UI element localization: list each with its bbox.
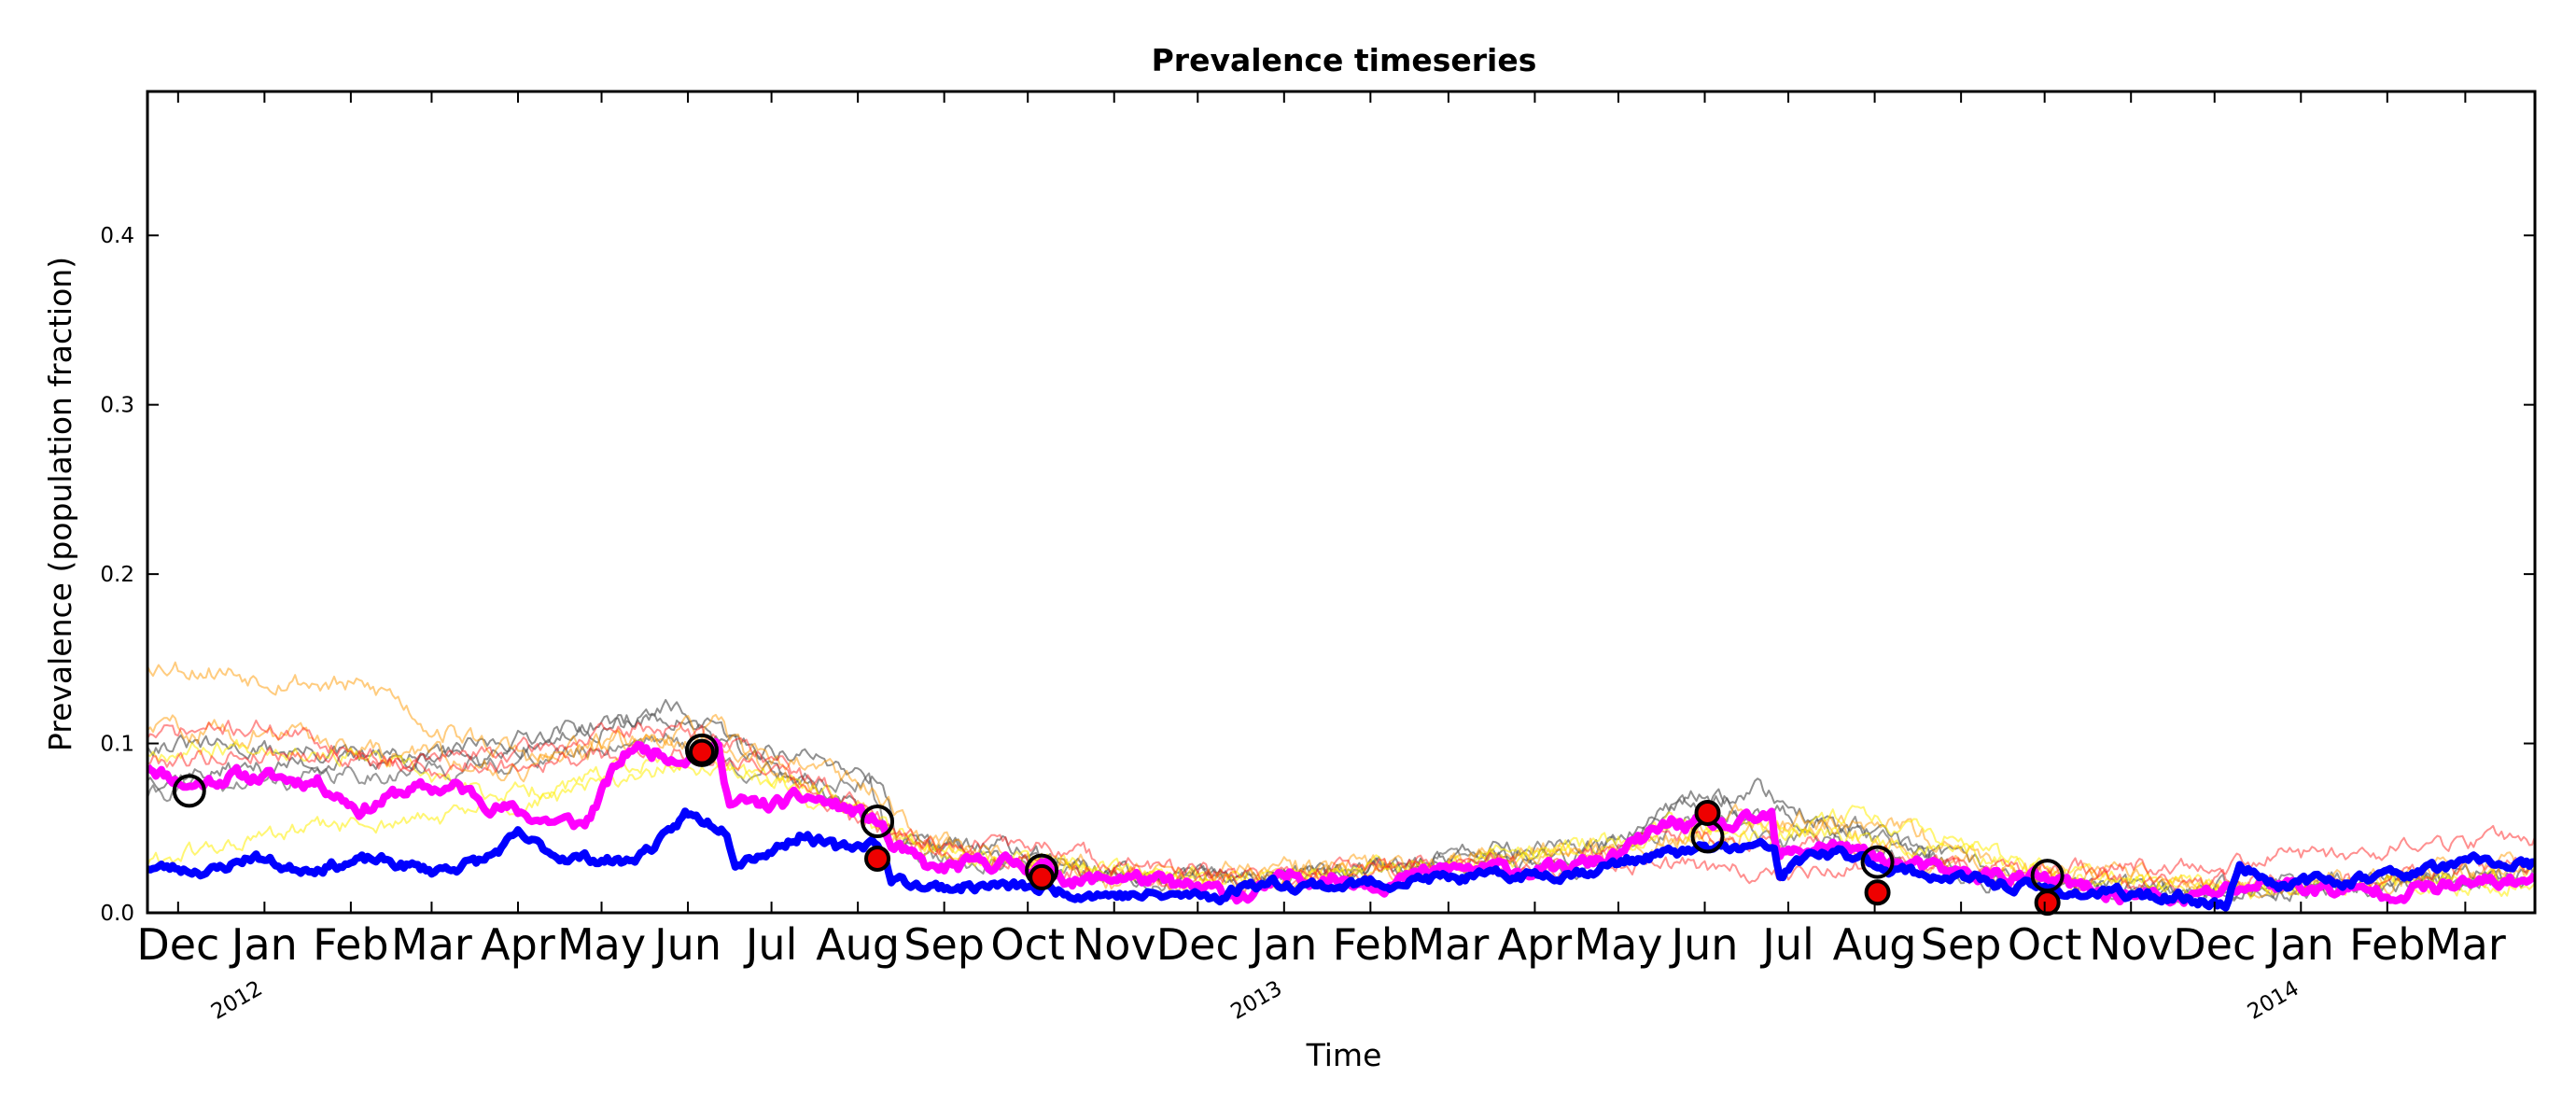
plot-frame [146, 90, 2537, 915]
year-label: 2012 [207, 976, 267, 1025]
x-tick-label: Sep [903, 919, 985, 970]
x-tick-label: May [557, 919, 646, 970]
chart-title: Prevalence timeseries [1152, 42, 1537, 78]
x-tick-label: Oct [2008, 919, 2082, 970]
filled-marker-13 [2034, 889, 2061, 917]
x-tick-label: Jul [743, 919, 798, 970]
x-tick-label: Jun [1669, 919, 1739, 970]
series-layer [147, 661, 2535, 912]
open-marker-1 [172, 774, 206, 808]
x-tick-label: Aug [1833, 919, 1917, 970]
x-tick-label: Nov [1072, 919, 1156, 970]
y-tick-label: 0.3 [100, 394, 134, 418]
series-line-7 [147, 714, 2535, 899]
filled-marker-11 [1694, 799, 1721, 826]
x-tick-label: Dec [1156, 919, 1239, 970]
x-tick-label: Oct [990, 919, 1065, 970]
open-marker-2 [684, 733, 719, 767]
year-label: 2013 [1226, 976, 1286, 1025]
x-tick-label: Mar [2425, 919, 2506, 970]
x-tick-label: Jul [1759, 919, 1814, 970]
x-tick-label: Dec [136, 919, 219, 970]
x-tick-label: Aug [816, 919, 900, 970]
x-tick-label: Jun [651, 919, 721, 970]
x-tick-label: May [1574, 919, 1662, 970]
open-marker-3 [861, 805, 895, 839]
filled-marker-9 [864, 845, 891, 872]
y-axis-label: Prevalence (population fraction) [42, 257, 78, 751]
x-tick-label: Jan [1248, 919, 1317, 970]
x-tick-label: Jan [229, 919, 298, 970]
x-tick-label: Sep [1921, 919, 2002, 970]
filled-marker-10 [1029, 863, 1056, 890]
x-tick-label: Jan [2265, 919, 2334, 970]
open-marker-6 [1860, 845, 1895, 879]
x-tick-label: Mar [1408, 919, 1490, 970]
filled-marker-12 [1864, 879, 1891, 906]
y-tick-label: 0.2 [100, 563, 134, 587]
year-label: 2014 [2244, 976, 2303, 1025]
filled-marker-8 [688, 738, 715, 765]
marker-layer [172, 733, 2065, 917]
x-tick-label: Feb [2349, 919, 2425, 970]
series-line-10 [147, 719, 2535, 889]
y-tick-label: 0.0 [100, 902, 134, 926]
x-tick-label: Nov [2089, 919, 2173, 970]
x-tick-label: Feb [313, 919, 388, 970]
series-line-8 [147, 748, 2535, 896]
x-axis-label: Time [1306, 1037, 1382, 1073]
series-line-2 [147, 807, 2535, 912]
series-line-9 [147, 738, 2535, 900]
x-tick-label: Feb [1333, 919, 1408, 970]
x-tick-label: Mar [391, 919, 472, 970]
x-tick-label: Apr [1498, 919, 1573, 970]
y-tick-label: 0.4 [100, 224, 134, 248]
y-tick-label: 0.1 [100, 733, 134, 757]
x-tick-label: Dec [2173, 919, 2256, 970]
x-tick-label: Apr [481, 919, 555, 970]
